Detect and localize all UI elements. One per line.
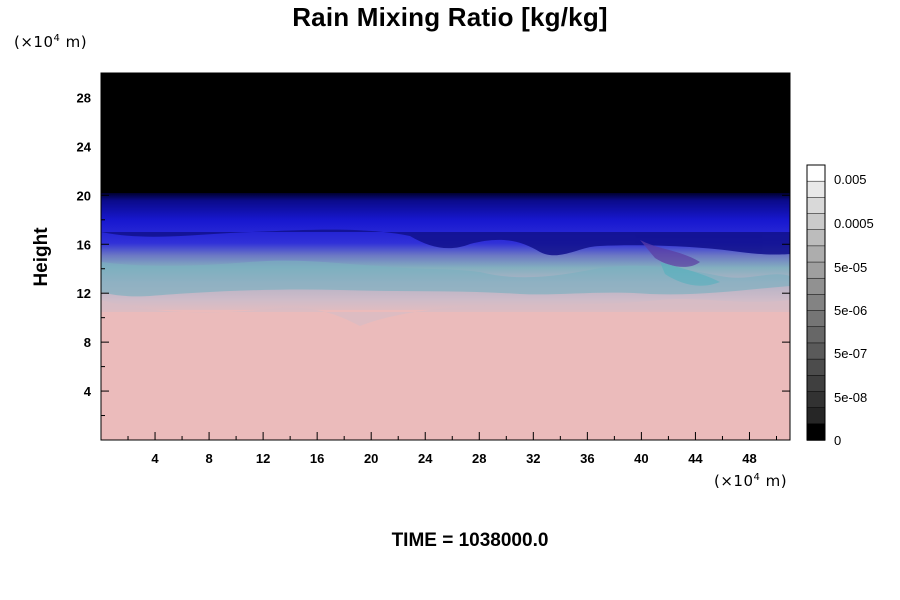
colorbar-label: 0.0005	[834, 216, 874, 231]
colorbar-step	[806, 358, 826, 377]
x-tick-label: 40	[634, 451, 648, 466]
colorbar-step	[806, 407, 826, 425]
colorbar-step	[806, 197, 826, 215]
y-tick-label: 12	[77, 286, 91, 301]
upper-zero-region	[101, 73, 790, 208]
y-tick-label: 4	[84, 384, 92, 399]
lower-region	[101, 310, 790, 440]
teal-swirl	[660, 262, 720, 286]
colorbar-label: 0	[834, 433, 841, 448]
x-axis-ticks: 4 8 12 16 20 24 28 32 36 40 44 48	[127, 73, 777, 466]
colorbar-step	[806, 213, 826, 231]
colorbar-step	[806, 423, 826, 441]
x-axis-unit: (×104 m)	[714, 472, 788, 490]
colorbar-step	[806, 375, 826, 393]
x-tick-label: 44	[688, 451, 703, 466]
chart-title: Rain Mixing Ratio [kg/kg]	[292, 2, 608, 32]
x-tick-label: 32	[526, 451, 540, 466]
colorbar-step	[806, 245, 826, 263]
colorbar-step	[806, 229, 826, 247]
x-tick-label: 48	[742, 451, 756, 466]
colorbar-step	[806, 326, 826, 344]
y-axis-unit: (×104 m)	[14, 33, 88, 51]
y-tick-label: 28	[77, 90, 91, 105]
x-tick-label: 8	[205, 451, 212, 466]
colorbar-step	[806, 180, 826, 199]
y-tick-label: 24	[77, 139, 92, 154]
y-tick-label: 16	[77, 237, 91, 252]
x-tick-label: 28	[472, 451, 486, 466]
plot-frame	[100, 72, 791, 441]
purple-swirl	[640, 240, 700, 267]
colorbar-step	[806, 342, 826, 360]
colorbar-label: 5e-05	[834, 260, 867, 275]
colorbar-step	[806, 164, 826, 182]
teal-mixing	[101, 260, 790, 297]
colorbar-label: 5e-07	[834, 346, 867, 361]
x-tick-label: 12	[256, 451, 270, 466]
y-axis-ticks: 4 8 12 16 20 24 28	[77, 90, 790, 417]
colorbar-label: 5e-08	[834, 390, 867, 405]
colorbar: 0.005 0.0005 5e-05 5e-06 5e-07 5e-08 0	[806, 164, 874, 448]
colorbar-frame	[806, 164, 826, 441]
x-tick-label: 36	[580, 451, 594, 466]
x-tick-label: 24	[418, 451, 433, 466]
x-tick-label: 20	[364, 451, 378, 466]
colorbar-step	[806, 277, 826, 296]
y-tick-label: 20	[77, 188, 91, 203]
colorbar-label: 0.005	[834, 172, 867, 187]
dark-blue-eddy	[101, 229, 790, 256]
colorbar-label: 5e-06	[834, 303, 867, 318]
colorbar-step	[806, 261, 826, 279]
x-tick-label: 4	[151, 451, 159, 466]
x-tick-label: 16	[310, 451, 324, 466]
cloud-structures	[101, 229, 790, 326]
y-tick-label: 8	[84, 335, 91, 350]
colorbar-step	[806, 294, 826, 312]
time-label: TIME = 1038000.0	[391, 530, 549, 551]
lower-cloud-edge	[101, 299, 790, 326]
colorbar-step	[806, 310, 826, 328]
colorbar-step	[806, 391, 826, 409]
